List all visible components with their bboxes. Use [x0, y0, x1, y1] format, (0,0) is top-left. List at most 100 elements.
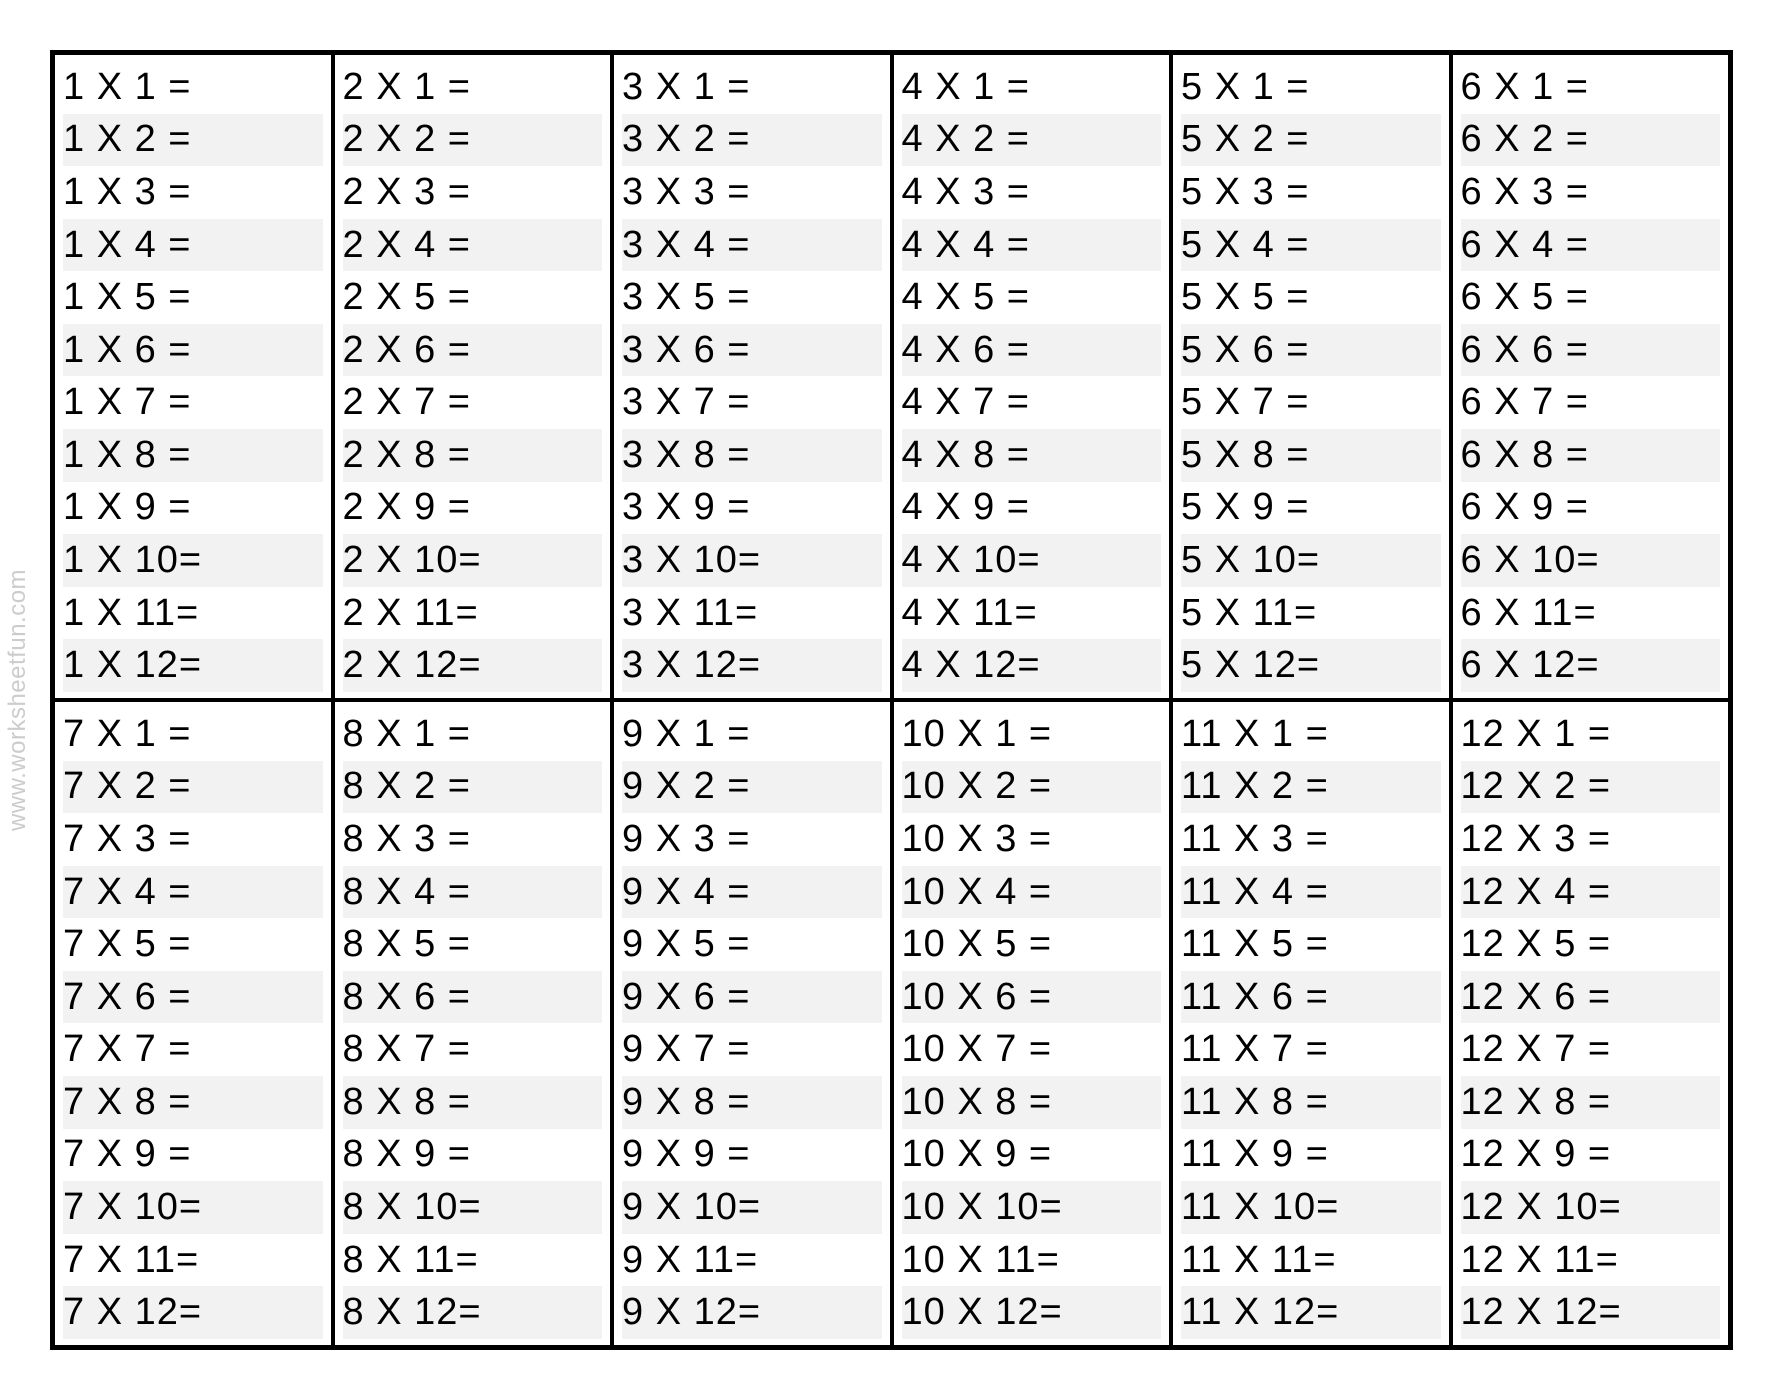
equation: 6 X 2 = — [1461, 118, 1589, 161]
equation: 1 X 9 = — [63, 486, 191, 529]
equation: 6 X 8 = — [1461, 434, 1589, 477]
equation-row: 2 X 11= — [343, 587, 603, 640]
equation: 12 X 7 = — [1461, 1028, 1612, 1071]
equation-row: 6 X 2 = — [1461, 114, 1721, 167]
equation-row: 6 X 11= — [1461, 587, 1721, 640]
equation-row: 8 X 11= — [343, 1234, 603, 1287]
times-table-3: 3 X 1 = 3 X 2 = 3 X 3 = 3 X 4 = 3 X 5 = … — [612, 53, 892, 700]
equation-row: 5 X 11= — [1181, 587, 1441, 640]
equation-row: 9 X 11= — [622, 1234, 882, 1287]
equation: 10 X 1 = — [902, 713, 1053, 756]
equation: 5 X 5 = — [1181, 276, 1309, 319]
equation: 2 X 8 = — [343, 434, 471, 477]
equation-row: 10 X 10= — [902, 1181, 1162, 1234]
equation: 3 X 7 = — [622, 381, 750, 424]
equation-row: 12 X 12= — [1461, 1286, 1721, 1339]
equation-row: 12 X 8 = — [1461, 1076, 1721, 1129]
equation-row: 6 X 12= — [1461, 639, 1721, 692]
equation: 5 X 10= — [1181, 539, 1320, 582]
equation: 11 X 10= — [1181, 1186, 1339, 1229]
equation: 6 X 7 = — [1461, 381, 1589, 424]
equation-row: 4 X 4 = — [902, 219, 1162, 272]
equation-row: 12 X 11= — [1461, 1234, 1721, 1287]
equation: 12 X 6 = — [1461, 976, 1612, 1019]
equation-row: 5 X 4 = — [1181, 219, 1441, 272]
equation-row: 5 X 1 = — [1181, 61, 1441, 114]
equation: 7 X 12= — [63, 1291, 202, 1334]
equation-row: 1 X 6 = — [63, 324, 323, 377]
equation-row: 8 X 1 = — [343, 708, 603, 761]
equation: 9 X 4 = — [622, 871, 750, 914]
equation-row: 9 X 5 = — [622, 918, 882, 971]
equation-row: 4 X 10= — [902, 534, 1162, 587]
equation: 8 X 6 = — [343, 976, 471, 1019]
equation: 1 X 7 = — [63, 381, 191, 424]
equation: 11 X 8 = — [1181, 1081, 1329, 1124]
equation: 10 X 5 = — [902, 923, 1053, 966]
equation: 9 X 10= — [622, 1186, 761, 1229]
equation-row: 10 X 5 = — [902, 918, 1162, 971]
equation-row: 6 X 3 = — [1461, 166, 1721, 219]
equation-row: 8 X 2 = — [343, 761, 603, 814]
equation-row: 6 X 4 = — [1461, 219, 1721, 272]
equation-row: 2 X 7 = — [343, 376, 603, 429]
equation: 11 X 5 = — [1181, 923, 1329, 966]
equation: 1 X 10= — [63, 539, 202, 582]
equation-row: 2 X 4 = — [343, 219, 603, 272]
equation-row: 8 X 12= — [343, 1286, 603, 1339]
equation: 11 X 9 = — [1181, 1133, 1329, 1176]
equation: 5 X 8 = — [1181, 434, 1309, 477]
equation-row: 12 X 3 = — [1461, 813, 1721, 866]
equation: 7 X 9 = — [63, 1133, 191, 1176]
equation-row: 11 X 12= — [1181, 1286, 1441, 1339]
equation-row: 3 X 2 = — [622, 114, 882, 167]
equation: 12 X 9 = — [1461, 1133, 1612, 1176]
equation: 11 X 6 = — [1181, 976, 1329, 1019]
equation: 8 X 9 = — [343, 1133, 471, 1176]
equation: 2 X 2 = — [343, 118, 471, 161]
equation-row: 5 X 6 = — [1181, 324, 1441, 377]
times-table-2: 2 X 1 = 2 X 2 = 2 X 3 = 2 X 4 = 2 X 5 = … — [333, 53, 613, 700]
equation-row: 2 X 6 = — [343, 324, 603, 377]
equation: 3 X 9 = — [622, 486, 750, 529]
equation: 3 X 4 = — [622, 224, 750, 267]
equation: 1 X 3 = — [63, 171, 191, 214]
equation-row: 11 X 3 = — [1181, 813, 1441, 866]
equation-row: 6 X 1 = — [1461, 61, 1721, 114]
equation: 4 X 7 = — [902, 381, 1030, 424]
equation-row: 12 X 7 = — [1461, 1023, 1721, 1076]
equation-row: 2 X 2 = — [343, 114, 603, 167]
equation-row: 4 X 1 = — [902, 61, 1162, 114]
equation: 12 X 2 = — [1461, 765, 1612, 808]
equation: 7 X 1 = — [63, 713, 191, 756]
equation-row: 10 X 12= — [902, 1286, 1162, 1339]
equation: 10 X 3 = — [902, 818, 1053, 861]
equation-row: 9 X 1 = — [622, 708, 882, 761]
watermark: www.worksheetfun.com — [4, 438, 32, 700]
equation: 10 X 6 = — [902, 976, 1053, 1019]
equation: 7 X 11= — [63, 1239, 199, 1282]
equation: 12 X 12= — [1461, 1291, 1622, 1334]
equation-row: 1 X 2 = — [63, 114, 323, 167]
equation-row: 11 X 2 = — [1181, 761, 1441, 814]
equation: 11 X 7 = — [1181, 1028, 1329, 1071]
equation-row: 9 X 2 = — [622, 761, 882, 814]
equation-row: 5 X 10= — [1181, 534, 1441, 587]
equation: 11 X 2 = — [1181, 765, 1329, 808]
equation: 1 X 2 = — [63, 118, 191, 161]
equation: 8 X 4 = — [343, 871, 471, 914]
equation: 9 X 5 = — [622, 923, 750, 966]
equation-row: 11 X 1 = — [1181, 708, 1441, 761]
equation-row: 1 X 12= — [63, 639, 323, 692]
equation: 10 X 4 = — [902, 871, 1053, 914]
equation-row: 1 X 8 = — [63, 429, 323, 482]
equation: 5 X 3 = — [1181, 171, 1309, 214]
equation-row: 8 X 5 = — [343, 918, 603, 971]
equation: 6 X 12= — [1461, 644, 1600, 687]
equation-row: 2 X 1 = — [343, 61, 603, 114]
equation-row: 9 X 12= — [622, 1286, 882, 1339]
equation: 2 X 9 = — [343, 486, 471, 529]
equation-row: 12 X 5 = — [1461, 918, 1721, 971]
equation-row: 6 X 9 = — [1461, 482, 1721, 535]
equation: 7 X 7 = — [63, 1028, 191, 1071]
